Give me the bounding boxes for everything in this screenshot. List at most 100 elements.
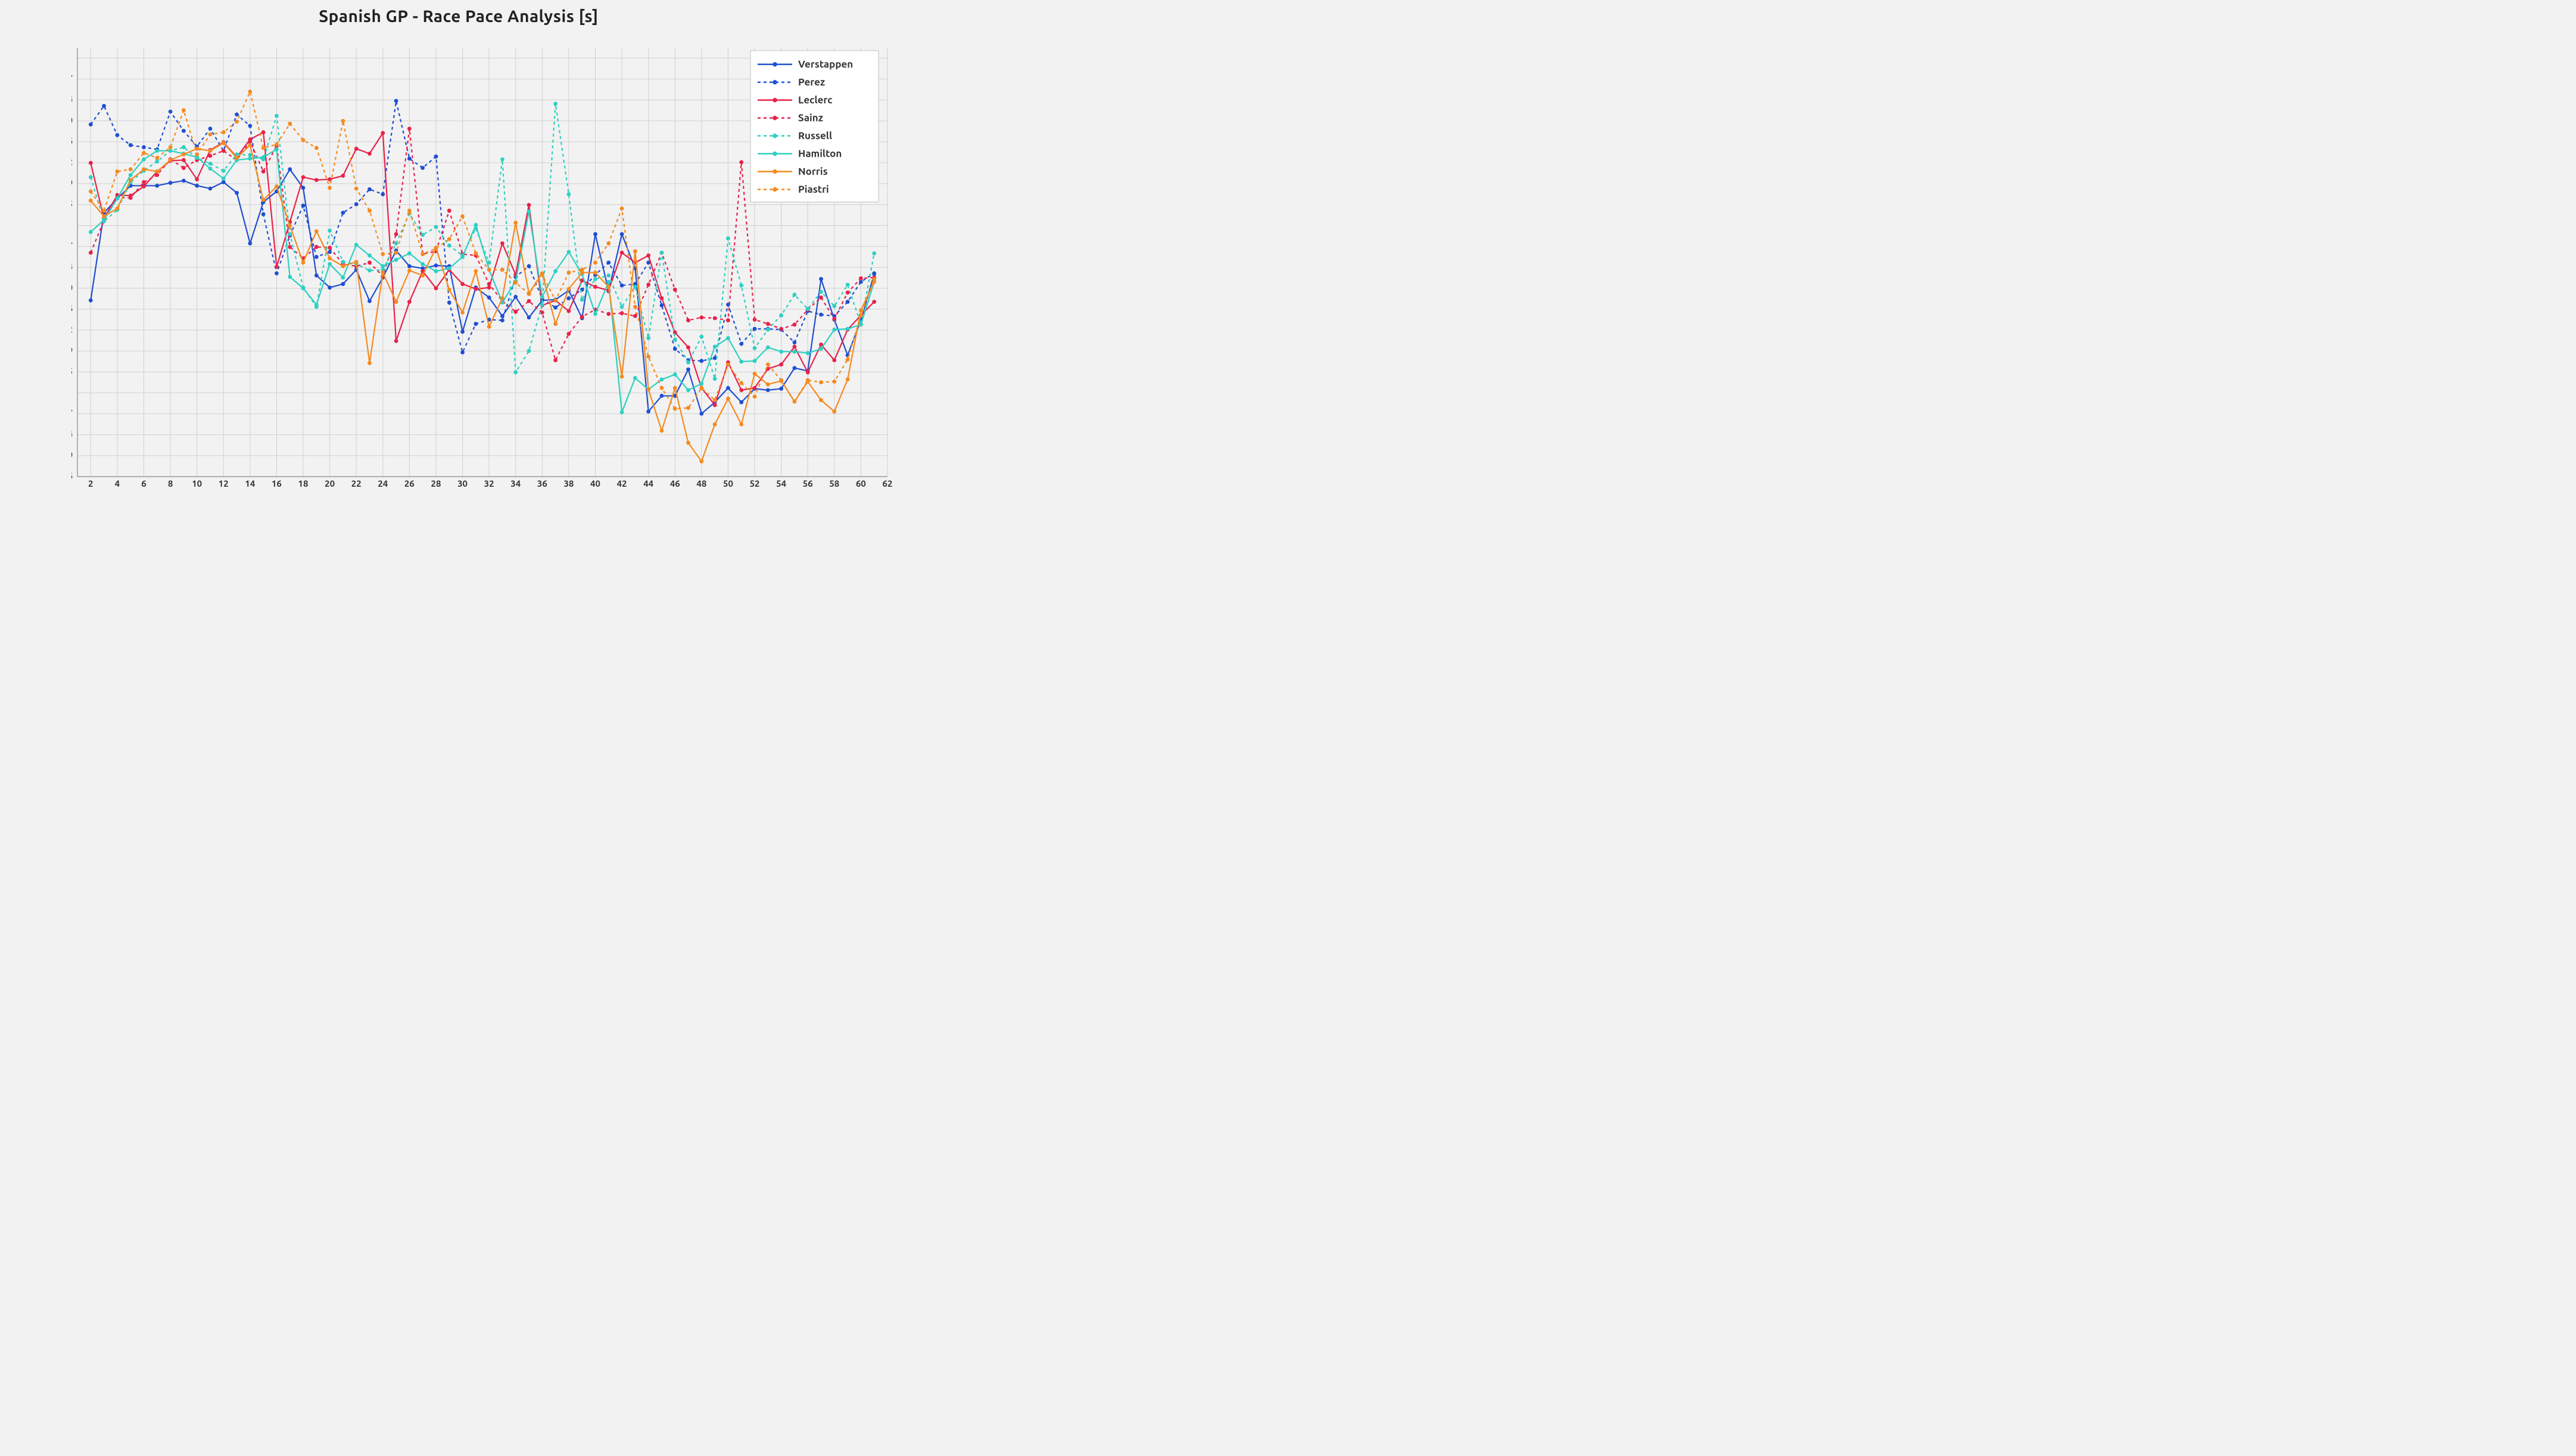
series-marker <box>381 270 385 275</box>
series-marker <box>222 180 226 184</box>
series-marker <box>407 264 412 268</box>
series-marker <box>872 300 876 304</box>
series-marker <box>606 260 610 265</box>
series-marker <box>222 149 226 153</box>
x-tick-label: 38 <box>563 478 574 489</box>
series-marker <box>567 309 571 313</box>
series-marker <box>301 286 306 290</box>
series-marker <box>673 386 677 390</box>
series-marker <box>447 288 451 292</box>
series-marker <box>394 258 398 262</box>
series-marker <box>208 149 213 153</box>
series-marker <box>354 147 359 151</box>
series-marker <box>102 104 106 108</box>
series-marker <box>753 318 757 322</box>
legend-box <box>750 51 879 202</box>
series-marker <box>487 282 491 286</box>
series-marker <box>660 251 664 255</box>
series-marker <box>288 223 292 228</box>
series-marker <box>407 157 412 161</box>
series-marker <box>686 388 690 392</box>
series-marker <box>846 327 850 331</box>
series-marker <box>859 276 863 281</box>
series-marker <box>288 232 292 237</box>
series-marker <box>872 251 876 256</box>
series-marker <box>726 318 730 322</box>
series-marker <box>169 145 173 150</box>
series-marker <box>314 245 319 249</box>
series-marker <box>832 317 836 321</box>
series-marker <box>328 256 332 260</box>
series-marker <box>460 329 465 334</box>
series-marker <box>620 305 624 309</box>
series-marker <box>819 398 823 402</box>
series-marker <box>553 298 557 303</box>
series-marker <box>102 209 106 213</box>
series-marker <box>620 375 624 379</box>
series-marker <box>474 287 478 291</box>
series-marker <box>261 146 266 150</box>
x-tick-label: 54 <box>776 478 786 489</box>
series-marker <box>115 207 119 211</box>
series-marker <box>420 233 425 237</box>
series-marker <box>846 300 850 304</box>
series-marker <box>633 305 637 309</box>
legend-marker-leclerc <box>773 98 777 102</box>
x-tick-label: 58 <box>829 478 839 489</box>
y-tick-label: 1:21.302 <box>71 157 73 167</box>
series-marker <box>474 322 478 326</box>
series-marker <box>686 368 690 372</box>
series-marker <box>633 249 637 253</box>
chart-container: Spanish GP - Race Pace Analysis [s] 1:16… <box>0 0 917 518</box>
x-tick-label: 22 <box>351 478 362 489</box>
series-marker <box>673 407 677 411</box>
series-marker <box>222 141 226 145</box>
series-marker <box>142 180 146 184</box>
series-marker <box>580 298 584 302</box>
series-marker <box>434 154 438 158</box>
series-marker <box>420 273 425 278</box>
series-marker <box>819 295 823 300</box>
series-marker <box>819 277 823 281</box>
series-marker <box>633 285 637 289</box>
series-marker <box>208 186 213 191</box>
x-tick-label: 2 <box>88 478 93 489</box>
series-marker <box>195 178 199 182</box>
series-marker <box>660 394 664 398</box>
series-marker <box>832 358 836 362</box>
series-marker <box>182 179 186 183</box>
series-marker <box>89 175 93 179</box>
series-marker <box>513 220 518 225</box>
series-marker <box>646 336 650 340</box>
series-marker <box>779 362 783 366</box>
series-marker <box>872 271 876 275</box>
series-marker <box>553 358 557 362</box>
series-marker <box>753 327 757 331</box>
series-marker <box>660 378 664 382</box>
series-marker <box>102 218 106 222</box>
series-marker <box>420 262 425 266</box>
series-marker <box>793 293 797 297</box>
series-marker <box>527 203 531 207</box>
series-marker <box>753 394 757 399</box>
series-marker <box>620 251 624 255</box>
series-marker <box>713 398 717 402</box>
y-tick-label: 1:20.127 <box>71 241 73 251</box>
series-marker <box>699 335 703 339</box>
series-marker <box>115 197 119 201</box>
legend-label-norris: Norris <box>798 166 828 177</box>
series-marker <box>89 230 93 234</box>
series-marker <box>407 209 412 213</box>
series-marker <box>460 350 465 354</box>
y-tick-label: 1:17.190 <box>71 450 73 460</box>
series-marker <box>593 270 597 275</box>
series-marker <box>806 307 810 311</box>
series-marker <box>341 211 345 215</box>
series-marker <box>819 380 823 384</box>
series-marker <box>314 229 319 234</box>
series-marker <box>288 275 292 279</box>
series-marker <box>646 409 650 413</box>
series-marker <box>739 160 743 164</box>
series-marker <box>447 237 451 241</box>
series-marker <box>606 273 610 278</box>
